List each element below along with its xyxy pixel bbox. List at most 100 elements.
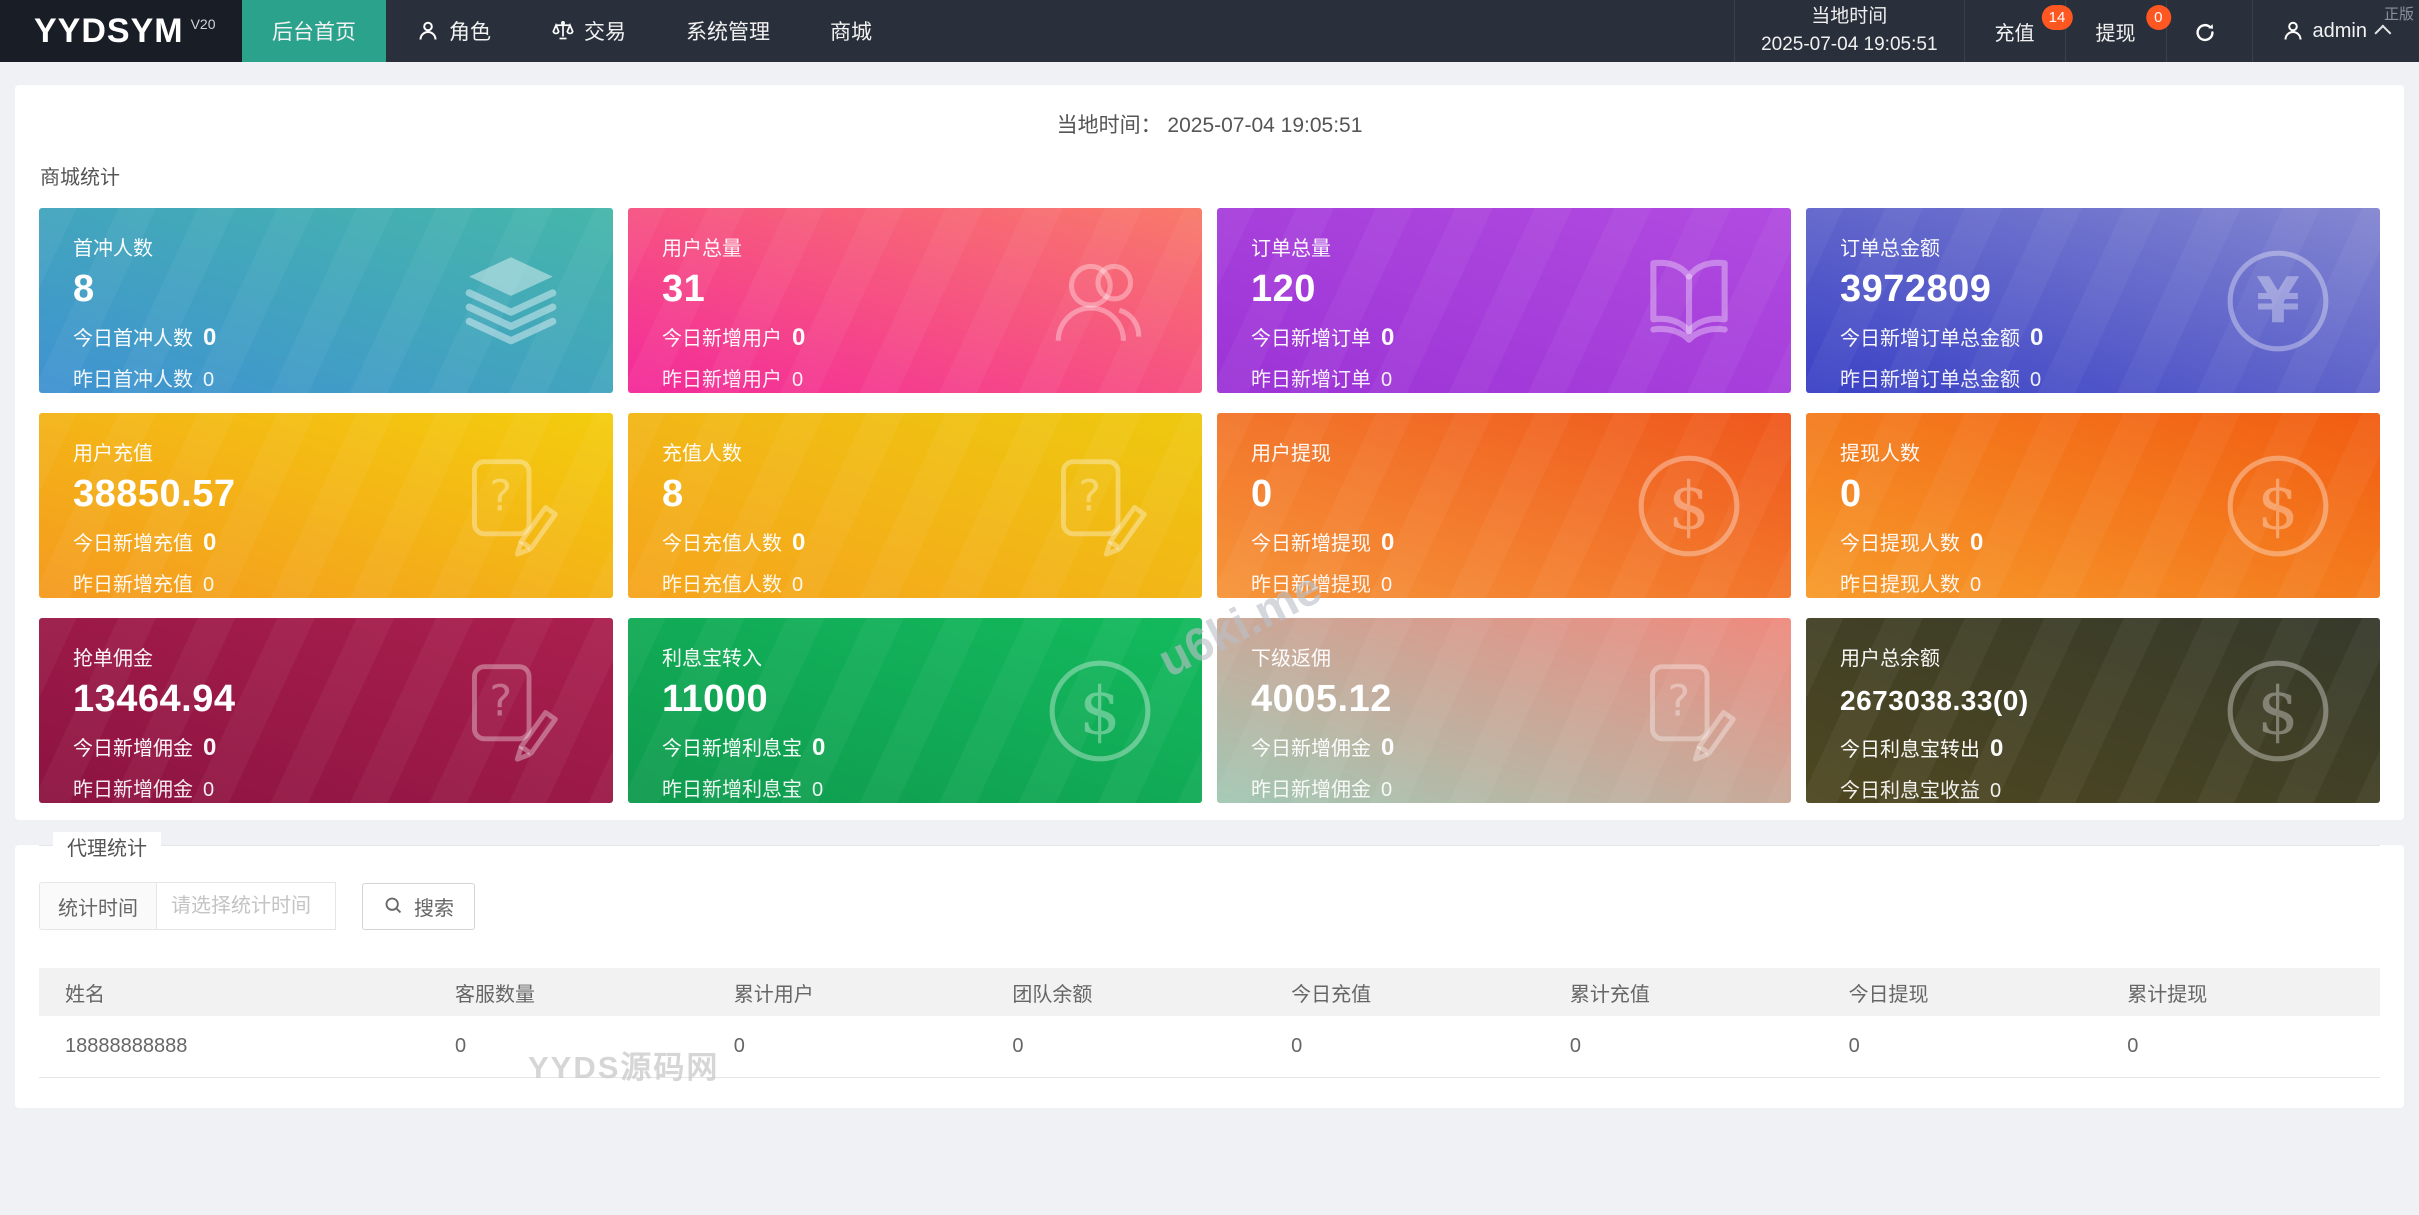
- local-time-block: 当地时间 2025-07-04 19:05:51: [1735, 0, 1963, 62]
- local-time-label: 当地时间: [1811, 6, 1888, 28]
- time-banner: 当地时间： 2025-07-04 19:05:51: [39, 85, 2380, 139]
- nav-item-label: 商城: [830, 21, 872, 44]
- stat-card-5: 充值人数 8 今日充值人数 0 昨日充值人数 0 ?: [628, 413, 1202, 598]
- dollar-circle-icon: $: [2222, 450, 2334, 562]
- table-header: 今日充值: [1291, 983, 1372, 1006]
- stat-time-input[interactable]: [156, 882, 336, 930]
- table-cell: 0: [455, 1035, 467, 1057]
- stat-card-8: 抢单佣金 13464.94 今日新增佣金 0 昨日新增佣金 0 ?: [39, 618, 613, 803]
- card-yesterday-line: 昨日首冲人数 0: [73, 369, 215, 391]
- stat-time-label: 统计时间: [39, 882, 157, 930]
- card-value: 31: [662, 268, 706, 310]
- card-title: 用户提现: [1251, 443, 1331, 465]
- card-title: 订单总金额: [1840, 238, 1940, 260]
- stat-card-4: 用户充值 38850.57 今日新增充值 0 昨日新增充值 0 ?: [39, 413, 613, 598]
- card-body: 利息宝转入 11000 今日新增利息宝 0 昨日新增利息宝 0: [628, 618, 1202, 802]
- agent-section-title: 代理统计: [53, 832, 161, 861]
- nav-item-label: 交易: [584, 21, 626, 44]
- card-yesterday-line: 昨日新增订单总金额 0: [1840, 369, 2042, 391]
- user-menu[interactable]: admin: [2253, 0, 2419, 62]
- recharge-link[interactable]: 充值 14: [1965, 0, 2073, 62]
- doc-question-icon: ?: [1633, 655, 1745, 767]
- agent-fieldset: 代理统计: [39, 832, 2380, 861]
- doc-question-icon: ?: [1044, 450, 1156, 562]
- card-title: 提现人数: [1840, 443, 1920, 465]
- search-button-label: 搜索: [414, 897, 454, 920]
- nav-item-4[interactable]: 商城: [800, 0, 902, 62]
- card-value: 8: [662, 473, 684, 515]
- card-yesterday-line: 昨日充值人数 0: [662, 574, 804, 596]
- book-icon: [1633, 245, 1745, 357]
- logo-version: V20: [190, 16, 216, 32]
- divider: [2064, 0, 2066, 62]
- scales-icon: [551, 19, 575, 43]
- topbar: YYDSYM V20 后台首页 角色 交易 系统管理 商城 当地时间 2025-07-0…: [0, 0, 2419, 62]
- card-body: 下级返佣 4005.12 今日新增佣金 0 昨日新增佣金 0: [1217, 618, 1791, 802]
- shop-stats-panel: 当地时间： 2025-07-04 19:05:51 商城统计 首冲人数 8 今日…: [15, 85, 2404, 820]
- agent-stats-panel: 代理统计 统计时间 搜索 姓名 客服数量 累计用户 团队余额 今日充值 累计充值 今日提现 累…: [15, 832, 2404, 1108]
- table-header: 客服数量: [455, 983, 535, 1006]
- svg-text:?: ?: [489, 471, 512, 521]
- svg-text:?: ?: [489, 676, 512, 726]
- nav-item-label: 角色: [449, 21, 491, 44]
- svg-text:?: ?: [1667, 676, 1690, 726]
- layers-icon: [455, 245, 567, 357]
- card-title: 充值人数: [662, 443, 742, 465]
- table-header: 累计提现: [2127, 983, 2208, 1006]
- withdraw-badge: 0: [2145, 5, 2171, 30]
- search-icon: [383, 895, 405, 917]
- card-value: 0: [1840, 473, 1862, 515]
- dollar-circle-icon: $: [1044, 655, 1156, 767]
- card-body: 用户总量 31 今日新增用户 0 昨日新增用户 0: [628, 208, 1202, 392]
- withdraw-link[interactable]: 提现 0: [2066, 0, 2171, 62]
- card-today-line: 今日新增提现 0: [1251, 529, 1395, 556]
- yen-circle-icon: ¥: [2222, 245, 2334, 357]
- search-button[interactable]: 搜索: [362, 882, 475, 930]
- main-nav: 后台首页 角色 交易 系统管理 商城: [242, 0, 902, 62]
- table-cell: 0: [1569, 1035, 1581, 1057]
- card-yesterday-line: 昨日提现人数 0: [1840, 574, 1982, 596]
- table-cell: 0: [1291, 1035, 1303, 1057]
- nav-item-label: 系统管理: [686, 21, 770, 44]
- svg-text:¥: ¥: [2256, 263, 2300, 337]
- nav-item-3[interactable]: 系统管理: [656, 0, 800, 62]
- svg-text:$: $: [2257, 674, 2298, 749]
- stat-card-11: 用户总余额 2673038.33(0) 今日利息宝转出 0 今日利息宝收益 0 $: [1806, 618, 2380, 803]
- card-value: 3972809: [1840, 268, 1992, 310]
- table-header: 团队余额: [1012, 983, 1093, 1006]
- logo-text: YYDSYM: [34, 11, 184, 50]
- table-header: 累计充值: [1569, 983, 1650, 1006]
- stat-card-1: 用户总量 31 今日新增用户 0 昨日新增用户 0: [628, 208, 1202, 393]
- stat-card-3: 订单总金额 3972809 今日新增订单总金额 0 昨日新增订单总金额 0 ¥: [1806, 208, 2380, 393]
- agent-table-head: 姓名 客服数量 累计用户 团队余额 今日充值 累计充值 今日提现 累计提现: [39, 968, 2380, 1016]
- divider: [2251, 0, 2253, 62]
- stats-grid: 首冲人数 8 今日首冲人数 0 昨日首冲人数 0 用户总量 31 今日新增用户 0 昨…: [39, 208, 2380, 803]
- card-today-line: 今日新增用户 0: [662, 324, 806, 351]
- topbar-right: 当地时间 2025-07-04 19:05:51 充值 14 提现 0: [1734, 0, 2419, 62]
- card-title: 利息宝转入: [662, 648, 762, 670]
- table-header: 今日提现: [1848, 983, 1929, 1006]
- stat-card-10: 下级返佣 4005.12 今日新增佣金 0 昨日新增佣金 0 ?: [1217, 618, 1791, 803]
- local-time-value: 2025-07-04 19:05:51: [1761, 34, 1938, 55]
- card-title: 订单总量: [1251, 238, 1331, 260]
- nav-item-0[interactable]: 后台首页: [242, 0, 386, 62]
- nav-item-label: 后台首页: [272, 21, 356, 44]
- nav-item-1[interactable]: 角色: [386, 0, 521, 62]
- nav-item-2[interactable]: 交易: [521, 0, 656, 62]
- card-yesterday-line: 今日利息宝收益 0: [1840, 780, 2002, 802]
- dollar-circle-icon: $: [2222, 655, 2334, 767]
- stats-section-title: 商城统计: [40, 167, 120, 189]
- username: admin: [2312, 19, 2367, 42]
- divider: [1734, 0, 1736, 62]
- card-title: 抢单佣金: [73, 648, 153, 670]
- card-body: 充值人数 8 今日充值人数 0 昨日充值人数 0: [628, 413, 1202, 597]
- card-yesterday-line: 昨日新增充值 0: [73, 574, 215, 596]
- card-value: 120: [1251, 268, 1316, 310]
- card-body: 提现人数 0 今日提现人数 0 昨日提现人数 0: [1806, 413, 2380, 597]
- table-cell: 0: [733, 1035, 745, 1057]
- card-value: 11000: [662, 678, 769, 720]
- card-title: 用户充值: [73, 443, 153, 465]
- refresh-button[interactable]: [2167, 0, 2252, 62]
- card-title: 用户总量: [662, 238, 742, 260]
- card-yesterday-line: 昨日新增佣金 0: [73, 779, 215, 801]
